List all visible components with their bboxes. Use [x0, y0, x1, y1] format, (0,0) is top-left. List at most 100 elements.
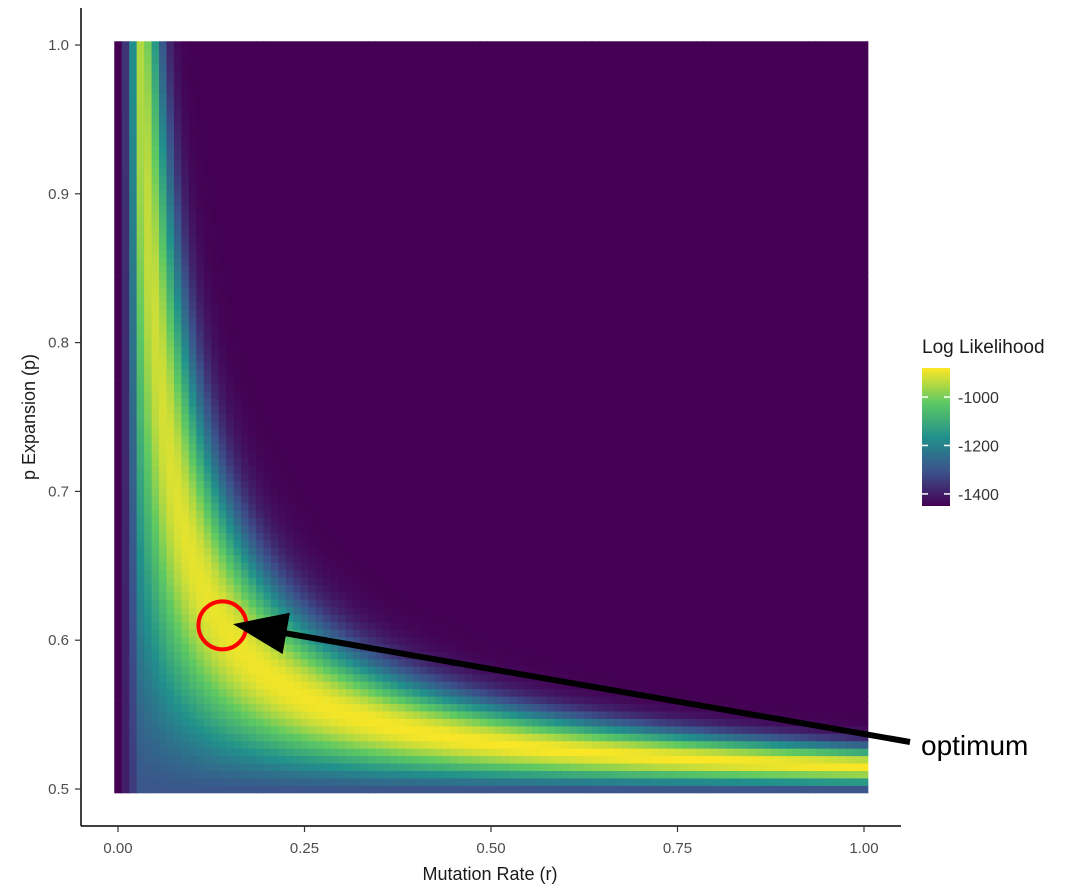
heatmap-cell: [241, 457, 250, 466]
heatmap-cell: [308, 673, 317, 682]
heatmap-cell: [144, 368, 153, 377]
heatmap-cell: [166, 413, 175, 422]
heatmap-cell: [293, 85, 302, 94]
heatmap-cell: [472, 524, 481, 533]
heatmap-cell: [278, 539, 287, 548]
heatmap-cell: [367, 331, 376, 340]
heatmap-cell: [457, 219, 466, 228]
heatmap-cell: [427, 621, 436, 630]
heatmap-cell: [188, 338, 197, 347]
heatmap-cell: [397, 658, 406, 667]
heatmap-cell: [211, 428, 220, 437]
heatmap-cell: [300, 539, 309, 548]
heatmap-cell: [114, 673, 123, 682]
heatmap-cell: [382, 219, 391, 228]
heatmap-cell: [166, 316, 175, 325]
heatmap-cell: [211, 324, 220, 333]
heatmap-cell: [449, 130, 459, 139]
heatmap-cell: [241, 539, 250, 548]
heatmap-cell: [375, 242, 384, 251]
heatmap-cell: [375, 651, 384, 660]
heatmap-cell: [352, 48, 362, 57]
heatmap-cell: [308, 785, 317, 794]
heatmap-cell: [121, 294, 130, 303]
heatmap-cell: [114, 108, 123, 117]
heatmap-cell: [427, 666, 436, 675]
heatmap-cell: [263, 733, 272, 742]
heatmap-cell: [472, 755, 481, 764]
heatmap-cell: [464, 286, 473, 295]
heatmap-cell: [196, 286, 205, 295]
heatmap-cell: [375, 472, 384, 481]
heatmap-cell: [233, 204, 242, 213]
heatmap-cell: [270, 599, 279, 608]
heatmap-cell: [285, 510, 294, 519]
heatmap-cell: [233, 740, 242, 749]
heatmap-cell: [427, 115, 436, 124]
heatmap-cell: [211, 100, 220, 109]
heatmap-cell: [367, 301, 376, 310]
heatmap-cell: [397, 636, 406, 645]
heatmap-cell: [352, 56, 362, 65]
heatmap-cell: [472, 517, 481, 526]
heatmap-cell: [218, 324, 227, 333]
heatmap-cell: [330, 257, 339, 266]
heatmap-cell: [435, 554, 444, 563]
heatmap-cell: [367, 353, 376, 362]
heatmap-cell: [136, 63, 145, 72]
heatmap-cell: [412, 48, 421, 57]
heatmap-cell: [136, 85, 145, 94]
heatmap-cell: [427, 487, 436, 496]
heatmap-cell: [464, 457, 473, 466]
heatmap-cell: [427, 212, 436, 221]
heatmap-cell: [360, 681, 369, 690]
heatmap-cell: [345, 316, 354, 325]
heatmap-cell: [427, 450, 436, 459]
heatmap-cell: [300, 78, 309, 87]
heatmap-cell: [218, 517, 227, 526]
heatmap-cell: [211, 762, 220, 771]
heatmap-cell: [420, 643, 429, 652]
heatmap-cell: [136, 123, 145, 132]
heatmap-cell: [181, 621, 190, 630]
heatmap-cell: [405, 428, 414, 437]
heatmap-cell: [308, 710, 317, 719]
heatmap-cell: [352, 435, 362, 444]
heatmap-cell: [241, 643, 250, 652]
heatmap-cell: [300, 435, 309, 444]
heatmap-cell: [263, 383, 272, 392]
heatmap-cell: [427, 197, 436, 206]
heatmap-cell: [211, 703, 220, 712]
heatmap-cell: [308, 309, 317, 318]
heatmap-cell: [323, 621, 332, 630]
heatmap-cell: [173, 450, 183, 459]
heatmap-cell: [338, 41, 347, 50]
heatmap-cell: [136, 599, 145, 608]
heatmap-cell: [159, 413, 168, 422]
heatmap-cell: [367, 190, 376, 199]
heatmap-cell: [144, 48, 153, 57]
heatmap-cell: [472, 740, 481, 749]
heatmap-cell: [427, 733, 436, 742]
heatmap-cell: [121, 629, 130, 638]
heatmap-cell: [323, 733, 332, 742]
heatmap-cell: [308, 115, 317, 124]
heatmap-cell: [144, 614, 153, 623]
heatmap-cell: [278, 755, 287, 764]
heatmap-cell: [233, 487, 242, 496]
heatmap-cell: [412, 435, 421, 444]
heatmap-cell: [129, 435, 138, 444]
heatmap-cell: [397, 71, 406, 80]
heatmap-cell: [449, 405, 459, 414]
heatmap-cell: [390, 651, 399, 660]
heatmap-cell: [330, 286, 339, 295]
heatmap-cell: [211, 576, 220, 585]
heatmap-cell: [330, 666, 339, 675]
heatmap-cell: [352, 547, 362, 556]
heatmap-cell: [464, 264, 473, 273]
heatmap-cell: [330, 368, 339, 377]
heatmap-cell: [382, 420, 391, 429]
heatmap-cell: [412, 115, 421, 124]
heatmap-cell: [256, 242, 265, 251]
heatmap-cell: [308, 324, 317, 333]
